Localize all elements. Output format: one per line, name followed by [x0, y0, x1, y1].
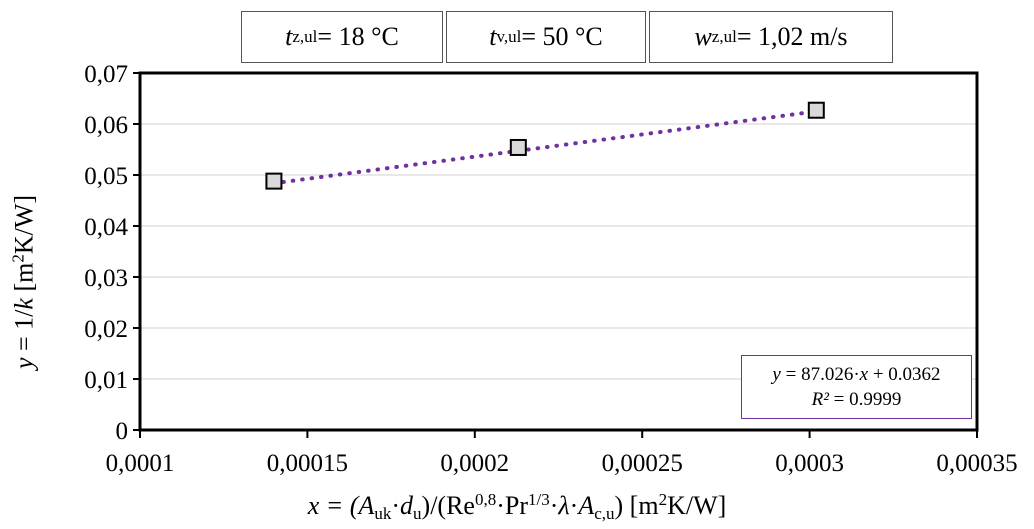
r2-line: R² = 0.9999 [742, 387, 971, 412]
xl-part: ·Pr [496, 491, 528, 520]
xl-part: · [391, 491, 401, 520]
x-tick-label: 0,0003 [775, 450, 844, 477]
data-point [265, 172, 283, 190]
param-var: t [489, 22, 497, 51]
param-box-wz: w z,ul = 1,02 m/s [649, 11, 893, 63]
x-tick-label: 0,00035 [936, 450, 1017, 477]
param-sub: v,ul [496, 27, 522, 46]
param-value: = 50 °C [521, 22, 603, 51]
equation-var-y: y [772, 364, 781, 385]
yl-part: k [9, 298, 39, 310]
param-value: = 1,02 m/s [736, 22, 848, 51]
xl-part: λ [558, 491, 570, 520]
xl-part: 1/3 [527, 490, 550, 509]
y-tick-label: 0,03 [84, 265, 128, 292]
y-tick-label: 0,06 [84, 112, 128, 139]
yl-part: [m [9, 262, 39, 299]
param-box-tz: t z,ul = 18 °C [241, 11, 443, 63]
x-tick-label: 0,00015 [267, 450, 348, 477]
xl-part: · [569, 491, 579, 520]
xl-part: u [413, 504, 422, 523]
xl-part: 0,8 [474, 490, 497, 509]
equation-var-x: x [859, 364, 869, 385]
yl-part: y [9, 357, 39, 370]
param-var: t [285, 22, 293, 51]
param-value: = 18 °C [317, 22, 399, 51]
yl-part: 2 [8, 254, 28, 263]
xl-part: K/W] [667, 491, 727, 520]
param-sub: z,ul [711, 27, 737, 46]
y-tick-label: 0,01 [84, 367, 128, 394]
y-tick-label: 0,05 [84, 163, 128, 190]
xl-part: x = ( [307, 491, 359, 520]
data-point [807, 101, 825, 119]
yl-part: K/W] [9, 194, 39, 255]
plot-frame [138, 71, 979, 432]
equation-line: y = 87.026·x + 0.0362 [742, 362, 971, 387]
x-tick-label: 0,0001 [106, 450, 175, 477]
y-tick-label: 0,02 [84, 316, 128, 343]
equation-intercept: + 0.0362 [868, 364, 941, 385]
xl-part: A [578, 491, 595, 520]
y-tick-label: 0,07 [84, 61, 128, 88]
param-sub: z,ul [292, 27, 318, 46]
param-box-tv: t v,ul = 50 °C [446, 11, 646, 63]
xl-part: c,u [594, 504, 615, 523]
x-tick-label: 0,00025 [602, 450, 683, 477]
x-axis-label: x = (Auk·du)/(Re0,8·Pr1/3·λ·Ac,u) [m2K/W… [0, 490, 1034, 524]
equation-slope: = 87.026· [780, 364, 860, 385]
xl-part: )/(Re [421, 491, 475, 520]
xl-part: ) [m [614, 491, 659, 520]
xl-part: d [400, 491, 414, 520]
r2-value: = 0.9999 [828, 389, 902, 410]
y-tick-label: 0,04 [84, 214, 128, 241]
y-axis-label: y = 1/k [m2K/W] [9, 195, 40, 369]
r2-var: R² [811, 389, 829, 410]
xl-part: A [358, 491, 375, 520]
y-tick-label: 0 [116, 418, 129, 445]
xl-part: 2 [658, 490, 668, 509]
x-tick-label: 0,0002 [440, 450, 509, 477]
param-var: w [694, 22, 712, 51]
yl-part: = 1/ [9, 309, 39, 358]
xl-part: uk [374, 504, 392, 523]
trendline-equation-box: y = 87.026·x + 0.0362 R² = 0.9999 [741, 355, 972, 419]
data-point [509, 138, 527, 156]
trendline [271, 109, 819, 186]
xl-part: · [549, 491, 559, 520]
